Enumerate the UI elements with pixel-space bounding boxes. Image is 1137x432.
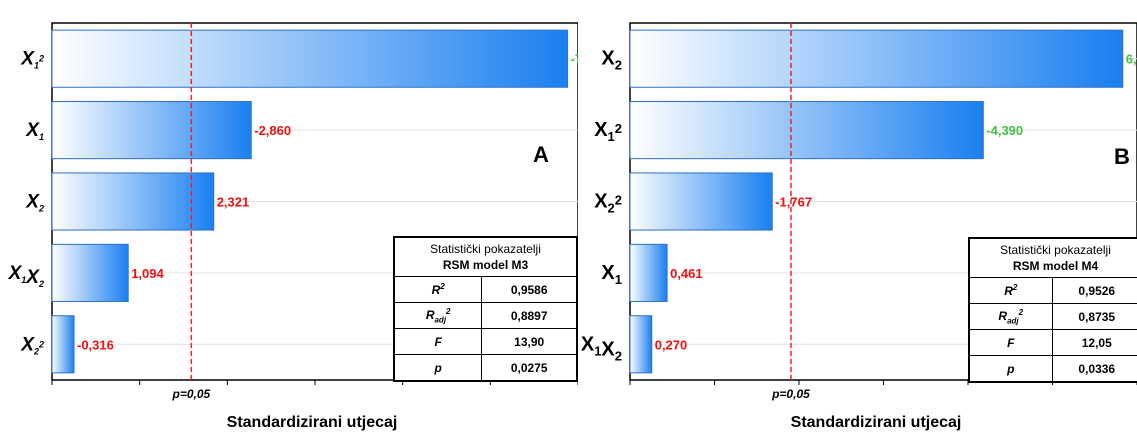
bar	[629, 315, 653, 374]
value-label: 2,321	[217, 195, 250, 210]
stats-metric-value: 0,0275	[481, 354, 578, 382]
category-label: X1X2	[581, 333, 622, 363]
bar	[629, 172, 773, 231]
stats-metric-name: R2	[968, 277, 1053, 304]
value-label: -0,316	[77, 337, 114, 352]
stats-table-a: Statistički pokazatelji RSM model M3 R2 0,9…	[393, 236, 578, 382]
threshold-label: p=0,05	[771, 387, 810, 401]
stats-metric-value: 13,90	[481, 328, 578, 355]
bar	[629, 29, 1124, 88]
panel-label: A	[533, 142, 549, 167]
stats-metric-value: 0,8897	[481, 302, 578, 329]
category-label: X22	[594, 191, 622, 216]
bar	[51, 315, 75, 374]
stats-row: R2 0,9526	[968, 277, 1137, 304]
stats-metric-name: p	[393, 354, 483, 382]
value-label: -2,860	[254, 123, 291, 138]
stats-model-name: RSM model M3	[442, 258, 529, 272]
value-label: 0,461	[670, 266, 703, 281]
stats-metric-name: Radj2	[393, 302, 483, 329]
stats-metric-name: F	[968, 329, 1053, 356]
stats-row: p 0,0336	[968, 355, 1137, 383]
chart-panel-b: 6,123 X2 -4,390 X12 -1,767 X22 0,461 X1 0,270 X1X…	[578, 0, 1137, 432]
stats-row: Radj2 0,8897	[393, 302, 578, 329]
category-label: X1	[601, 262, 622, 287]
bar	[629, 243, 668, 302]
x-axis-title: Standardizirani utjecaj	[791, 414, 962, 431]
stats-header: Statistički pokazatelji RSM model M3	[393, 236, 578, 277]
stats-table-b: Statistički pokazatelji RSM model M4 R2 0,9…	[968, 237, 1137, 383]
stats-metric-value: 0,8735	[1051, 303, 1137, 330]
bar	[51, 101, 252, 160]
value-label: 0,270	[655, 337, 688, 352]
category-label: X2	[25, 192, 44, 214]
stats-row: R2 0,9586	[393, 276, 578, 303]
stats-metric-value: 0,0336	[1051, 355, 1137, 383]
category-label: X1X2	[8, 263, 44, 289]
stats-metric-name: R2	[393, 276, 483, 303]
bar-chart-a: -7,400X12-2,860X12,321X21,094X1X2-0,316X…	[8, 22, 607, 431]
stats-row: F 12,05	[968, 329, 1137, 356]
stats-title: Statistički pokazatelji	[430, 242, 541, 256]
stats-row: Radj2 0,8735	[968, 303, 1137, 330]
category-label: X1	[25, 120, 44, 142]
stats-metric-value: 0,9526	[1051, 277, 1137, 304]
category-label: X12	[594, 119, 622, 144]
stats-metric-name: Radj2	[968, 303, 1053, 330]
stats-header: Statistički pokazatelji RSM model M4	[968, 237, 1137, 278]
value-label: 1,094	[131, 266, 164, 281]
stats-metric-value: 0,9586	[481, 276, 578, 303]
bar	[51, 29, 569, 88]
value-label: 6,123	[1126, 52, 1137, 67]
bar	[51, 172, 215, 231]
bar	[629, 101, 984, 160]
category-label: X12	[20, 49, 44, 71]
stats-metric-value: 12,05	[1051, 329, 1137, 356]
stats-row: p 0,0275	[393, 354, 578, 382]
stats-title: Statistički pokazatelji	[1000, 243, 1111, 257]
category-label: X2	[601, 48, 622, 73]
threshold-label: p=0,05	[171, 387, 210, 401]
stats-metric-name: p	[968, 355, 1053, 383]
x-axis-title: Standardizirani utjecaj	[227, 414, 398, 431]
bar-chart-b: 6,123 X2 -4,390 X12 -1,767 X22 0,461 X1 0,270 X1X…	[581, 22, 1137, 431]
chart-panel-a: -7,400X12-2,860X12,321X21,094X1X2-0,316X…	[7, 22, 608, 431]
stats-metric-name: F	[393, 328, 483, 355]
stats-model-name: RSM model M4	[1012, 259, 1099, 273]
category-label: X22	[20, 334, 44, 356]
value-label: -4,390	[986, 123, 1023, 138]
bar	[51, 243, 129, 302]
value-label: -1,767	[775, 195, 812, 210]
panel-label: B	[1114, 144, 1130, 169]
stats-row: F 13,90	[393, 328, 578, 355]
